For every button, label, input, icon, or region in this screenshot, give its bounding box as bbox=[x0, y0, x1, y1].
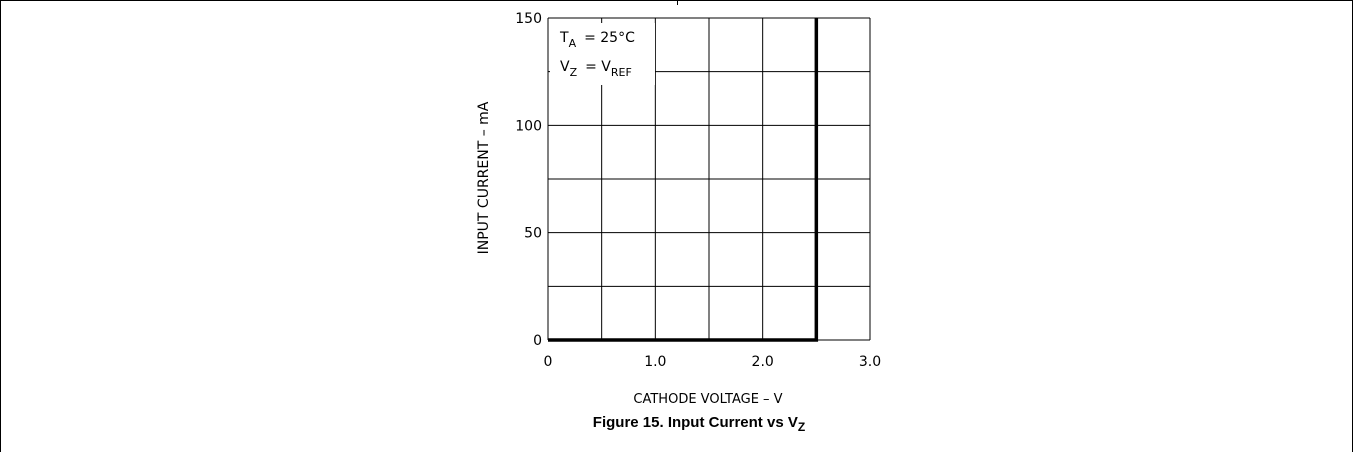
x-tick-label: 3.0 bbox=[859, 354, 881, 370]
y-tick-label: 0 bbox=[533, 333, 542, 349]
series-line bbox=[548, 18, 819, 342]
x-axis-label: CATHODE VOLTAGE – V bbox=[633, 392, 782, 407]
series-layer bbox=[548, 18, 819, 342]
annotation-temperature: TA = 25°C bbox=[559, 30, 635, 50]
y-tick-label: 100 bbox=[515, 118, 542, 134]
y-tick-label: 50 bbox=[524, 226, 542, 242]
figure-caption: Figure 15. Input Current vs VZ bbox=[593, 414, 805, 434]
y-axis-label: INPUT CURRENT – mA bbox=[476, 101, 492, 254]
annotation-background bbox=[550, 23, 655, 85]
annotation-voltage: VZ = VREF bbox=[560, 59, 632, 79]
x-tick-label: 0 bbox=[544, 354, 553, 370]
x-tick-label: 1.0 bbox=[644, 354, 666, 370]
tick-labels: 0 1.0 2.0 3.0 0 50 100 150 bbox=[515, 11, 881, 370]
y-tick-label: 150 bbox=[515, 11, 542, 27]
x-tick-label: 2.0 bbox=[752, 354, 774, 370]
